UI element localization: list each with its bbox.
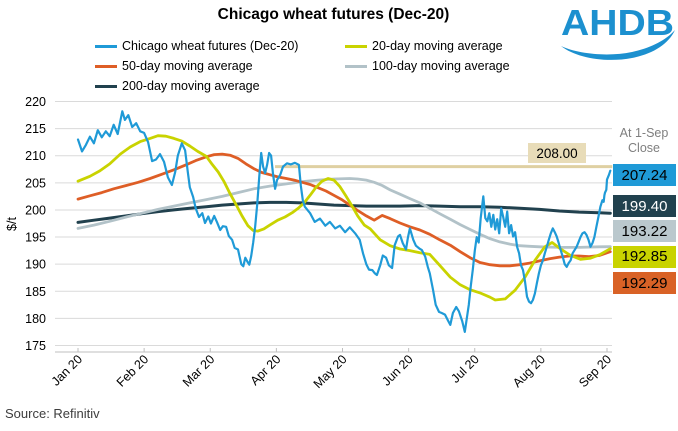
series-100-day-moving-average bbox=[76, 177, 612, 249]
legend-marker-200day bbox=[95, 84, 117, 88]
ahdb-logo-text: AHDB bbox=[561, 2, 674, 43]
x-tick-label: Sep 20 bbox=[576, 352, 614, 390]
y-tick-label: 215 bbox=[25, 122, 46, 136]
y-tick-label: 190 bbox=[25, 258, 46, 272]
series-200-day-moving-average bbox=[76, 200, 612, 224]
y-tick-label: 180 bbox=[25, 312, 46, 326]
close-value-50day: 192.29 bbox=[613, 272, 676, 294]
legend-item-futures: Chicago wheat futures (Dec-20) bbox=[95, 38, 298, 54]
legend-label: 20-day moving average bbox=[372, 39, 503, 53]
close-panel-header-line2: Close bbox=[628, 140, 660, 155]
close-value-200day: 199.40 bbox=[613, 195, 676, 217]
x-tick-label: Mar 20 bbox=[180, 352, 217, 389]
chart-title: Chicago wheat futures (Dec-20) bbox=[217, 6, 450, 23]
x-tick-label: Jun 20 bbox=[379, 352, 415, 388]
y-tick-label: 195 bbox=[25, 231, 46, 245]
legend-label: 200-day moving average bbox=[122, 79, 260, 93]
close-panel-header: At 1-Sep Close bbox=[610, 126, 678, 156]
ahdb-swoosh-icon bbox=[561, 30, 675, 60]
y-tick-label: 185 bbox=[25, 285, 46, 299]
close-value-futures: 207.24 bbox=[613, 164, 676, 186]
close-value-20day: 192.85 bbox=[613, 245, 676, 268]
series-50-day-moving-average bbox=[76, 152, 612, 268]
legend-marker-50day bbox=[95, 64, 117, 68]
ahdb-logo: AHDB bbox=[560, 2, 676, 60]
legend-item-50day: 50-day moving average bbox=[95, 58, 253, 74]
close-panel-header-line1: At 1-Sep bbox=[619, 126, 669, 140]
source-note: Source: Refinitiv bbox=[5, 406, 100, 421]
series-chicago-wheat-futures-dec-20 bbox=[76, 110, 612, 333]
y-tick-label: 220 bbox=[25, 95, 46, 109]
legend-item-100day: 100-day moving average bbox=[345, 58, 510, 74]
x-tick-label: Feb 20 bbox=[114, 352, 151, 389]
x-tick-label: May 20 bbox=[311, 352, 350, 391]
y-tick-label: 205 bbox=[25, 176, 46, 190]
legend-marker-20day bbox=[345, 44, 367, 48]
legend-marker-100day bbox=[345, 64, 367, 68]
y-tick-label: 175 bbox=[25, 339, 46, 353]
series-20-day-moving-average bbox=[76, 134, 612, 302]
resistance-annotation: 208.00 bbox=[528, 143, 586, 163]
legend-marker-futures bbox=[95, 44, 117, 48]
ahdb-logo-icon: AHDB bbox=[561, 2, 675, 60]
legend-item-200day: 200-day moving average bbox=[95, 78, 260, 94]
y-axis-title: $/t bbox=[5, 217, 19, 231]
legend-label: 100-day moving average bbox=[372, 59, 510, 73]
x-tick-label: Apr 20 bbox=[248, 352, 284, 388]
y-tick-label: 210 bbox=[25, 149, 46, 163]
x-tick-label: Jul 20 bbox=[448, 352, 482, 386]
y-tick-label: 200 bbox=[25, 203, 46, 217]
x-tick-label: Jan 20 bbox=[49, 352, 85, 388]
legend-label: 50-day moving average bbox=[122, 59, 253, 73]
legend-item-20day: 20-day moving average bbox=[345, 38, 503, 54]
close-value-100day: 193.22 bbox=[613, 220, 676, 242]
legend-label: Chicago wheat futures (Dec-20) bbox=[122, 39, 299, 53]
x-tick-label: Aug 20 bbox=[510, 352, 548, 390]
